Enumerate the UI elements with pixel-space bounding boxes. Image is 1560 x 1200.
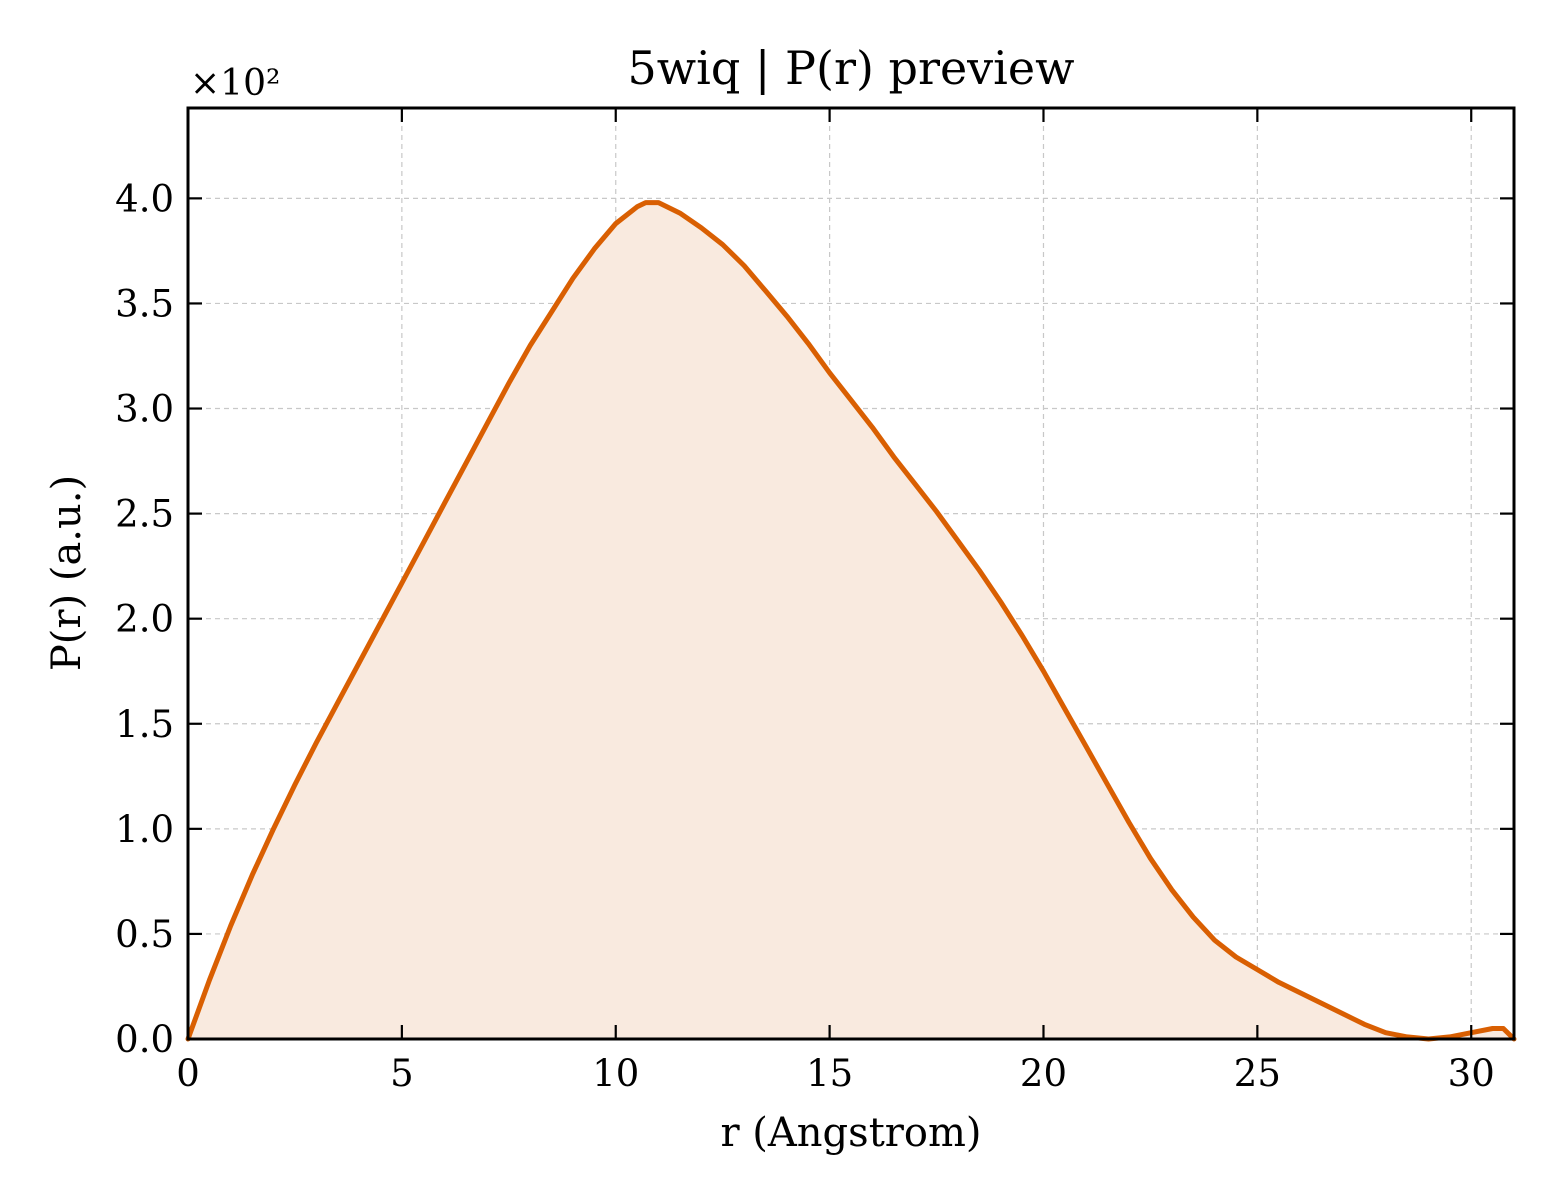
y-tick-label: 3.5	[115, 282, 174, 325]
x-tick-label: 20	[1020, 1052, 1067, 1095]
ticks: 0 5 10 15 20 25 30 0.0 0.5 1.0 1.5 2.0 2.5 3.0 3.5 4.0	[115, 108, 1514, 1095]
axes-frame-layer	[186, 106, 1516, 1041]
series-area-fill	[188, 202, 1514, 1040]
x-axis-label: r (Angstrom)	[720, 1110, 981, 1156]
y-tick-label: 1.0	[115, 808, 174, 851]
y-tick-label: 2.0	[115, 598, 174, 641]
series-line	[185, 200, 1517, 1042]
y-tick-label: 2.5	[115, 493, 174, 536]
x-tick-label: 0	[176, 1052, 200, 1095]
x-tick-label: 30	[1448, 1052, 1495, 1095]
area-layer	[185, 200, 1517, 1042]
y-tick-label: 0.0	[115, 1018, 174, 1061]
x-tick-label: 15	[806, 1052, 853, 1095]
x-tick-label: 10	[592, 1052, 639, 1095]
x-tick-label: 25	[1234, 1052, 1281, 1095]
y-multiplier-label: ×10²	[190, 63, 280, 104]
y-tick-label: 0.5	[115, 913, 174, 956]
axes-frame	[186, 106, 1516, 1041]
y-tick-label: 1.5	[115, 703, 174, 746]
y-axis-label: P(r) (a.u.)	[44, 475, 90, 671]
y-tick-label: 3.0	[115, 388, 174, 431]
y-tick-label: 4.0	[115, 177, 174, 220]
chart-title: 5wiq | P(r) preview	[628, 41, 1075, 95]
x-tick-label: 5	[390, 1052, 414, 1095]
